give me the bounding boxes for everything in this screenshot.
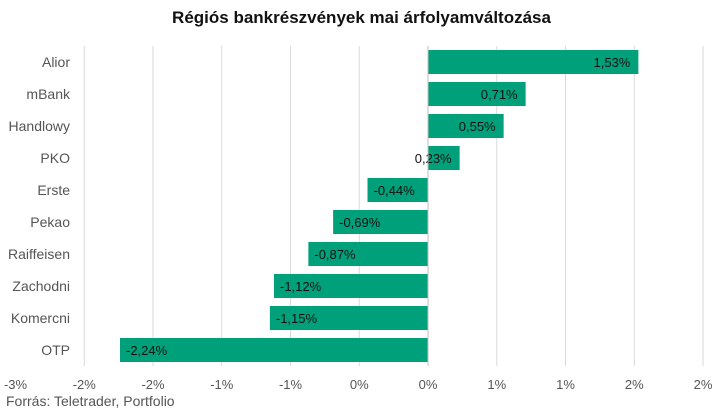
data-label: 1,53% [594,55,631,70]
data-label: -2,24% [126,343,168,358]
data-label: 0,71% [481,87,518,102]
data-label: 0,55% [459,119,496,134]
x-tick-label: -1% [279,377,303,392]
bar [308,242,428,266]
category-label: PKO [40,150,70,166]
bar [269,306,428,330]
x-tick-label: 0% [419,377,438,392]
x-tick-label: 2% [625,377,644,392]
source-note: Forrás: Teletrader, Portfolio [6,393,175,409]
chart-title: Régiós bankrészvények mai árfolyamváltoz… [172,8,551,27]
category-label: Erste [37,182,70,198]
x-tick-label: 1% [487,377,506,392]
x-tick-label: 0% [350,377,369,392]
x-tick-label: 2% [694,377,713,392]
x-tick-label: 1% [556,377,575,392]
bar [120,338,428,362]
category-label: OTP [41,342,70,358]
bar [274,274,428,298]
data-label: 0,23% [415,151,452,166]
category-label: Zachodni [12,278,70,294]
category-label: Alior [42,54,70,70]
data-label: -0,44% [374,183,416,198]
x-tick-label: -1% [210,377,234,392]
data-label: -1,12% [280,279,322,294]
bar [428,82,526,106]
bar [333,210,428,234]
category-label: Komercni [11,310,70,326]
x-tick-label: -3% [4,377,28,392]
x-tick-label: -2% [141,377,165,392]
bar [428,146,460,170]
category-label: Handlowy [9,118,70,134]
data-label: -0,87% [314,247,356,262]
category-label: mBank [26,86,71,102]
bar [428,50,639,74]
category-label: Raiffeisen [8,246,70,262]
category-label: Pekao [30,214,70,230]
x-tick-label: -2% [73,377,97,392]
data-label: -1,15% [276,311,318,326]
bar [428,114,504,138]
bar [367,178,428,202]
data-label: -0,69% [339,215,381,230]
